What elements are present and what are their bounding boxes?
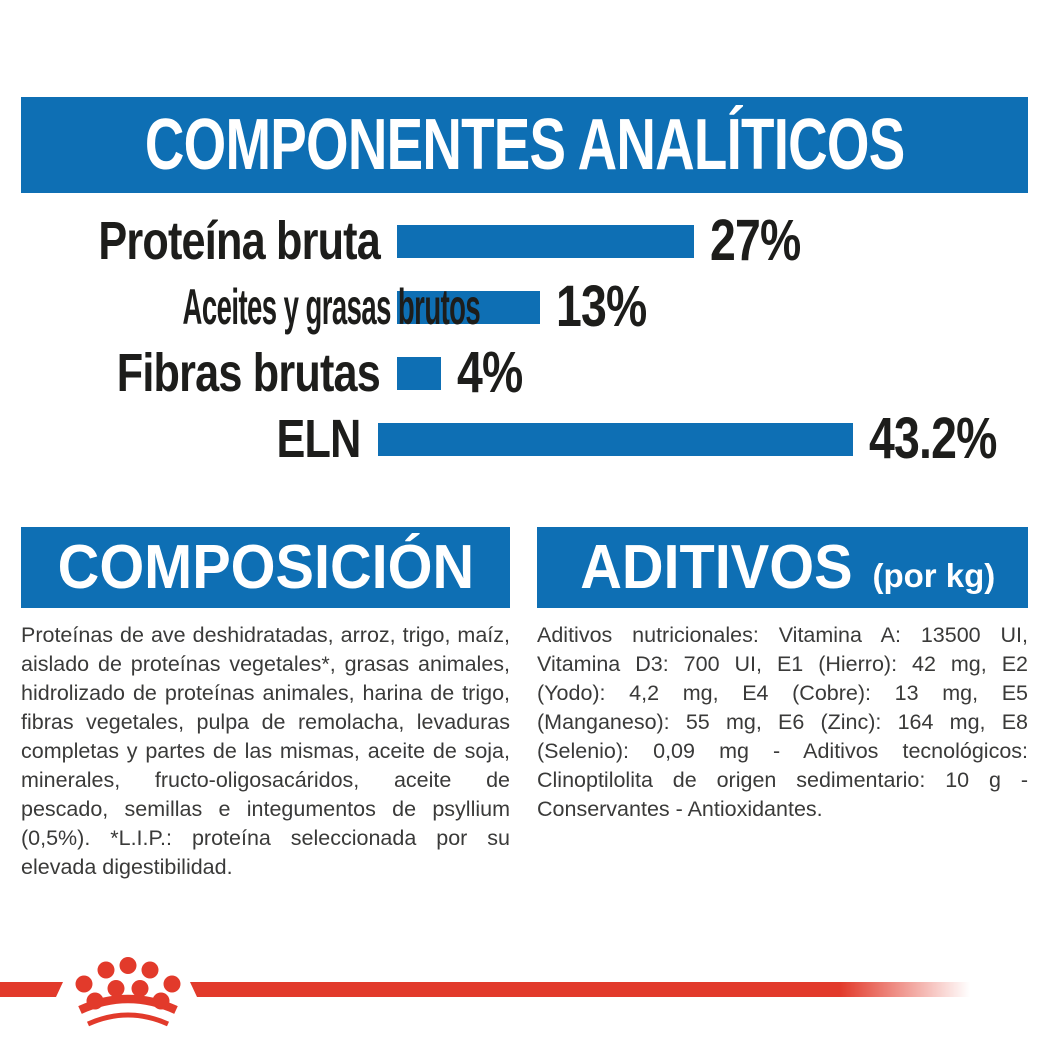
chart-value-eln: 43.2%: [868, 406, 997, 471]
additives-section: ADITIVOS (por kg) Aditivos nutricionales…: [537, 527, 1028, 882]
chart-value-fibre: 4%: [457, 340, 523, 405]
chart-label-fats: Aceites y grasas brutos: [182, 279, 481, 335]
additives-unit-label: (por kg): [872, 557, 996, 594]
chart-value-fats: 13%: [556, 274, 647, 339]
nutrition-bar-chart: Proteína bruta 27% Aceites y grasas brut…: [21, 208, 1028, 474]
chart-row-protein: Proteína bruta 27%: [21, 208, 1028, 274]
royal-canin-crown-icon: [75, 957, 181, 1027]
chart-bar-protein: [397, 224, 694, 258]
chart-label-eln: ELN: [276, 409, 362, 469]
info-columns: COMPOSICIÓN Proteínas de ave deshidratad…: [21, 527, 1028, 882]
chart-row-fats: Aceites y grasas brutos 13%: [21, 274, 1028, 340]
additives-title: ADITIVOS: [579, 532, 853, 602]
chart-row-fibre: Fibras brutas 4%: [21, 340, 1028, 406]
additives-banner: ADITIVOS (por kg): [537, 527, 1028, 608]
chart-value-protein: 27%: [710, 208, 801, 273]
chart-bar-eln: [377, 422, 853, 456]
analytical-components-title: COMPONENTES ANALÍTICOS: [144, 105, 905, 185]
chart-bar-fats: [397, 290, 540, 324]
chart-label-protein: Proteína bruta: [98, 211, 381, 271]
composition-body-text: Proteínas de ave deshidratadas, arroz, t…: [21, 623, 510, 879]
chart-bar-fibre: [397, 356, 441, 390]
chart-row-eln: ELN 43.2%: [21, 406, 1028, 472]
chart-label-fibre: Fibras brutas: [116, 343, 381, 403]
analytical-components-banner: COMPONENTES ANALÍTICOS: [21, 97, 1028, 193]
divider-line-left: [0, 982, 63, 997]
composition-section: COMPOSICIÓN Proteínas de ave deshidratad…: [21, 527, 510, 882]
composition-title: COMPOSICIÓN: [57, 532, 474, 602]
additives-body-text: Aditivos nutricionales: Vitamina A: 1350…: [537, 623, 1028, 821]
divider-line-right: [190, 982, 973, 997]
composition-banner: COMPOSICIÓN: [21, 527, 510, 608]
